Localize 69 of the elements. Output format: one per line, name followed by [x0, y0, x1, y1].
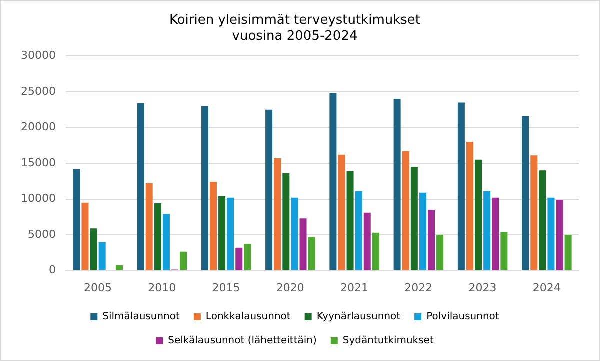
bar	[210, 182, 217, 270]
bar	[330, 93, 337, 270]
bar	[402, 151, 410, 270]
y-tick-label: 5000	[28, 228, 56, 241]
x-tick-label: 2005	[84, 281, 112, 294]
legend-label: Polvilausunnot	[426, 312, 500, 323]
x-tick-label: 2021	[340, 281, 369, 294]
bar	[146, 184, 153, 270]
text: vuosina 2005-2024	[232, 28, 358, 44]
bar	[227, 198, 234, 270]
legend-label: Silmälausunnot	[102, 312, 180, 323]
x-tick-label: 2010	[148, 281, 176, 294]
bar	[564, 235, 572, 270]
bar	[116, 265, 123, 270]
bar	[201, 106, 208, 270]
bar	[394, 99, 401, 270]
bar	[90, 228, 98, 270]
legend-label: Kyynärlausunnot	[316, 312, 401, 323]
y-tick-label: 25000	[20, 84, 56, 98]
bar	[82, 202, 89, 270]
bar	[346, 171, 354, 270]
bar	[274, 158, 282, 270]
bar	[236, 248, 243, 270]
bar	[291, 198, 298, 270]
bar	[244, 244, 252, 270]
bar	[218, 196, 226, 270]
bar	[338, 154, 346, 270]
bar	[410, 167, 418, 270]
bar	[539, 170, 546, 270]
bar	[180, 252, 188, 270]
bar	[466, 142, 474, 270]
bar	[419, 192, 426, 270]
bar	[428, 210, 436, 270]
bar	[137, 103, 144, 270]
bar	[372, 232, 380, 270]
bar	[154, 204, 162, 270]
bar	[500, 232, 508, 270]
legend-label: Lonkkalausunnot	[206, 312, 291, 323]
bar	[308, 237, 316, 270]
bar	[475, 160, 482, 270]
y-tick-label: 20000	[20, 120, 56, 134]
legend-label: Sydäntutkimukset	[342, 336, 434, 347]
x-tick-label: 2015	[212, 281, 240, 294]
bar	[73, 169, 80, 270]
bar	[98, 242, 106, 270]
y-tick-label: 30000	[20, 49, 56, 62]
x-tick-label: 2022	[404, 281, 433, 294]
bar	[355, 191, 362, 270]
y-tick-label: 10000	[20, 192, 56, 206]
bar	[436, 235, 444, 270]
y-tick-label: 15000	[20, 156, 56, 170]
bar	[364, 212, 371, 270]
bar	[530, 156, 538, 270]
bar	[282, 174, 290, 270]
bar	[492, 198, 500, 270]
bar	[548, 198, 555, 270]
bar	[484, 191, 491, 270]
bar	[458, 102, 465, 270]
y-tick-label: 0	[48, 264, 56, 277]
bar	[162, 214, 170, 270]
bar	[300, 218, 307, 270]
text: Koirien yleisimmät terveystutkimukset	[169, 13, 421, 28]
x-tick-label: 2020	[276, 281, 304, 294]
bar	[266, 110, 273, 270]
legend-label: Selkälausunnot (lähetteittäin)	[168, 336, 317, 347]
bar	[522, 116, 530, 270]
bar	[556, 200, 564, 270]
x-tick-label: 2024	[532, 281, 561, 294]
x-tick-label: 2023	[468, 281, 497, 294]
